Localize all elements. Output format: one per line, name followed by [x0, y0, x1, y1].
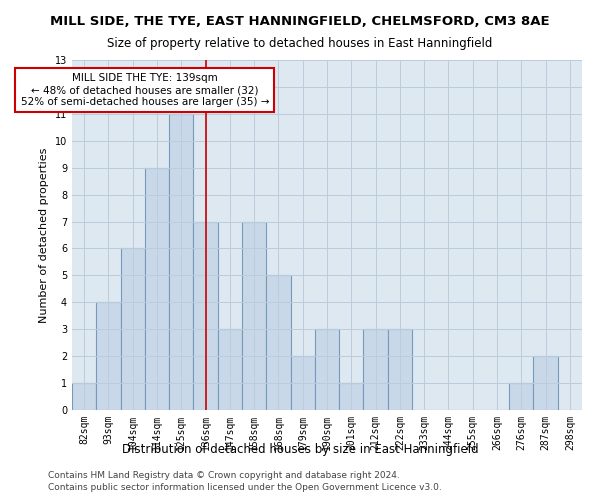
Bar [193, 222, 218, 410]
Text: MILL SIDE, THE TYE, EAST HANNINGFIELD, CHELMSFORD, CM3 8AE: MILL SIDE, THE TYE, EAST HANNINGFIELD, C… [50, 15, 550, 28]
Bar [533, 356, 558, 410]
Bar [290, 356, 315, 410]
Bar [96, 302, 121, 410]
Bar [145, 168, 169, 410]
Bar [266, 276, 290, 410]
Bar [388, 329, 412, 410]
Bar [315, 329, 339, 410]
Bar [218, 329, 242, 410]
Bar [72, 383, 96, 410]
Bar [121, 248, 145, 410]
Bar [169, 114, 193, 410]
Text: Size of property relative to detached houses in East Hanningfield: Size of property relative to detached ho… [107, 38, 493, 51]
Text: Distribution of detached houses by size in East Hanningfield: Distribution of detached houses by size … [122, 442, 478, 456]
Bar [339, 383, 364, 410]
Text: MILL SIDE THE TYE: 139sqm
← 48% of detached houses are smaller (32)
52% of semi-: MILL SIDE THE TYE: 139sqm ← 48% of detac… [20, 74, 269, 106]
Text: Contains public sector information licensed under the Open Government Licence v3: Contains public sector information licen… [48, 484, 442, 492]
Y-axis label: Number of detached properties: Number of detached properties [39, 148, 49, 322]
Bar [364, 329, 388, 410]
Bar [509, 383, 533, 410]
Text: Contains HM Land Registry data © Crown copyright and database right 2024.: Contains HM Land Registry data © Crown c… [48, 471, 400, 480]
Bar [242, 222, 266, 410]
